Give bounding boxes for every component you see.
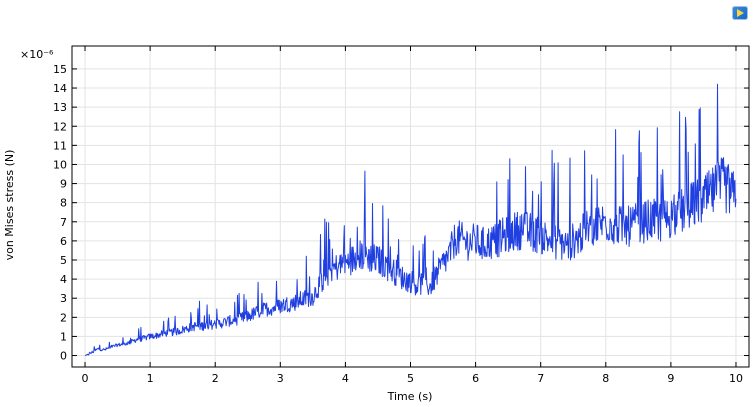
y-multiplier-label: ×10⁻⁶ (20, 48, 54, 61)
grid-lines (72, 46, 749, 367)
app-logo-icon (732, 6, 748, 20)
y-tick-label-6: 6 (60, 235, 67, 248)
y-tick-label-13: 13 (53, 101, 67, 114)
y-tick-label-5: 5 (60, 254, 67, 267)
x-tick-label-3: 3 (277, 372, 284, 385)
y-tick-label-10: 10 (53, 158, 67, 171)
x-tick-label-2: 2 (212, 372, 219, 385)
series-line-0 (84, 83, 737, 356)
y-tick-label-12: 12 (53, 120, 67, 133)
x-tick-label-5: 5 (407, 372, 414, 385)
series-layer (84, 83, 737, 356)
y-tick-label-2: 2 (60, 311, 67, 324)
x-tick-label-0: 0 (82, 372, 89, 385)
y-tick-label-0: 0 (60, 350, 67, 363)
y-tick-label-7: 7 (60, 216, 67, 229)
x-tick-label-7: 7 (537, 372, 544, 385)
x-tick-label-6: 6 (472, 372, 479, 385)
y-tick-label-3: 3 (60, 292, 67, 305)
x-tick-label-8: 8 (602, 372, 609, 385)
x-tick-label-10: 10 (729, 372, 743, 385)
x-axis-label: Time (s) (387, 390, 433, 403)
x-tick-label-1: 1 (147, 372, 154, 385)
x-tick-label-9: 9 (667, 372, 674, 385)
y-tick-label-4: 4 (60, 273, 67, 286)
y-tick-label-14: 14 (53, 82, 67, 95)
y-axis-label: von Mises stress (N) (3, 150, 16, 261)
y-tick-label-15: 15 (53, 63, 67, 76)
y-tick-label-9: 9 (60, 178, 67, 191)
x-tick-label-4: 4 (342, 372, 349, 385)
y-tick-label-1: 1 (60, 330, 67, 343)
y-tick-label-8: 8 (60, 197, 67, 210)
y-tick-label-11: 11 (53, 139, 67, 152)
